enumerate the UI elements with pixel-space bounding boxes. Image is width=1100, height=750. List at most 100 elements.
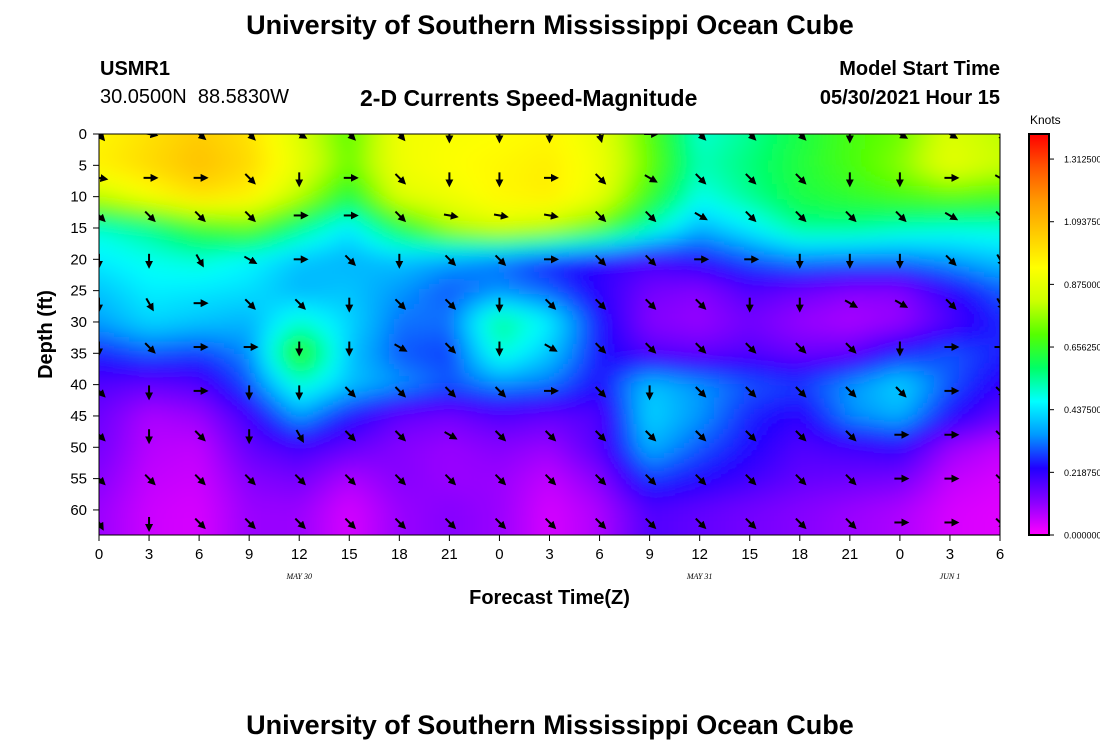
current-vector (243, 255, 258, 265)
current-vector (443, 211, 459, 220)
x-tick-label: 21 (441, 546, 458, 563)
current-vector (995, 386, 1000, 398)
current-vector (995, 430, 1000, 442)
current-vector (645, 254, 657, 267)
x-tick-label: 21 (841, 546, 858, 563)
current-vector (344, 474, 356, 486)
x-tick-label: 9 (645, 546, 653, 563)
current-vector (995, 474, 1000, 486)
y-tick-label: 0 (79, 126, 87, 143)
current-vector (344, 517, 356, 530)
x-tick-label: 3 (145, 546, 153, 563)
x-tick-label: 15 (341, 546, 358, 563)
current-vector (795, 430, 807, 442)
current-vector (845, 210, 857, 223)
current-vector (795, 173, 807, 185)
current-vector (747, 134, 757, 141)
colorbar-tick-label: 0.656250 (1064, 343, 1100, 353)
y-tick-label: 15 (70, 220, 87, 237)
current-vector (294, 517, 306, 530)
current-vector (945, 298, 957, 310)
current-vector (795, 342, 807, 354)
current-vector (394, 430, 407, 442)
date-label: MAY 31 (686, 572, 713, 581)
date-label: JUN 1 (940, 572, 961, 581)
current-vector (194, 430, 206, 442)
y-tick-label: 45 (70, 408, 87, 425)
current-vector (897, 134, 909, 139)
current-vector (99, 174, 109, 183)
y-tick-label: 50 (70, 439, 87, 456)
current-vector (494, 474, 507, 486)
x-tick-label: 12 (691, 546, 708, 563)
current-vector (594, 298, 607, 310)
colorbar-gradient (1028, 133, 1050, 536)
x-tick-label: 6 (195, 546, 203, 563)
current-vector (544, 343, 558, 352)
current-vector (444, 342, 457, 354)
model-start-value: 05/30/2021 Hour 15 (819, 87, 1000, 109)
current-vector (995, 210, 1000, 223)
x-tick-label: 3 (946, 546, 954, 563)
current-vector (645, 474, 657, 486)
current-vector (344, 430, 356, 442)
x-tick-label: 0 (896, 546, 904, 563)
current-vector (444, 254, 457, 267)
current-vector (99, 134, 106, 142)
current-vector (745, 210, 757, 223)
current-vector (645, 210, 657, 223)
current-vector (144, 210, 156, 223)
current-vector (394, 517, 407, 530)
speed-heatmap (99, 134, 1000, 535)
current-vector (695, 474, 707, 486)
current-vector (745, 386, 757, 398)
current-vector (945, 254, 957, 267)
current-vector (397, 134, 406, 142)
current-vector (845, 342, 857, 354)
current-vector (244, 210, 256, 223)
current-vector (695, 517, 707, 530)
current-vector (795, 210, 807, 223)
current-vector (194, 210, 206, 223)
colorbar-tick-label: 1.312500 (1064, 155, 1100, 165)
current-vector (596, 134, 604, 144)
page-title: University of Southern Mississippi Ocean… (246, 10, 854, 40)
current-vector (543, 211, 559, 220)
current-vector (695, 386, 707, 398)
current-vector (995, 517, 1000, 530)
current-vector (745, 474, 757, 486)
current-vector (394, 386, 407, 398)
x-tick-label: 12 (291, 546, 308, 563)
current-vector (695, 430, 707, 442)
current-vector (394, 298, 407, 310)
current-vector (695, 173, 707, 185)
y-tick-label: 5 (79, 157, 87, 174)
y-tick-label: 20 (70, 251, 87, 268)
current-vector (947, 134, 959, 139)
current-vector (745, 173, 757, 185)
x-tick-label: 9 (245, 546, 253, 563)
current-vector (145, 297, 154, 312)
y-tick-label: 25 (70, 283, 87, 300)
current-vector (444, 298, 457, 310)
current-vector (594, 254, 607, 267)
y-tick-label: 35 (70, 345, 87, 362)
current-vector (444, 431, 458, 440)
colorbar-tick-label: 0.218750 (1064, 468, 1100, 478)
current-vector (394, 173, 407, 185)
current-vector (845, 386, 857, 398)
current-vector (994, 174, 1000, 183)
current-vector (645, 298, 657, 310)
current-vector (347, 134, 356, 141)
current-vector (494, 430, 507, 442)
current-vector (444, 386, 457, 398)
product-title: 2-D Currents Speed-Magnitude (360, 85, 698, 111)
y-axis: 0 5 10 15 20 25 30 35 40 45 50 55 60 (70, 126, 99, 519)
colorbar-tick-label: 1.093750 (1064, 217, 1100, 227)
current-vector (144, 474, 156, 486)
current-vector (944, 211, 959, 221)
colorbar-tick-label: 0.000000 (1064, 531, 1100, 541)
model-start-label: Model Start Time (839, 58, 1000, 80)
x-tick-label: 6 (996, 546, 1004, 563)
